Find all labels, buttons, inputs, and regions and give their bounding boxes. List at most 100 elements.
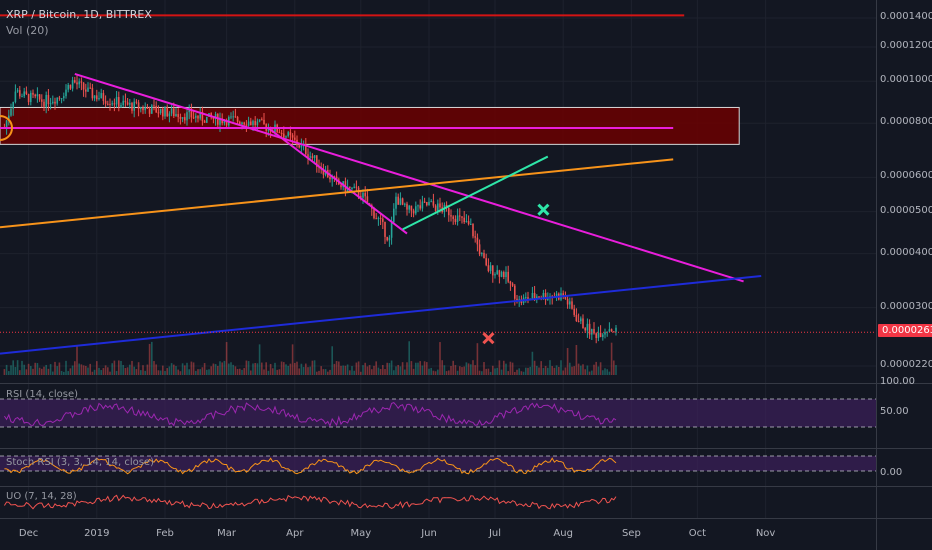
candle-body [452,216,454,219]
candle-body [456,215,459,222]
volume-bar [577,363,580,375]
volume-bar [302,366,305,375]
volume-bar [56,366,58,375]
volume-bar [155,364,157,375]
candle-body [164,106,166,117]
candle-body [157,112,160,114]
stoch-rsi-legend[interactable]: Stoch RSI (3, 3, 14, 14, close) [6,457,154,468]
volume-bar [69,368,72,375]
candle-body [104,100,107,104]
volume-bar [428,368,430,375]
candle-body [487,265,490,271]
candle-body [199,112,201,119]
volume-bar [21,360,23,375]
volume-bar [254,362,256,375]
volume-bar [333,363,336,375]
volume-bar [588,371,591,375]
volume-bar [23,364,25,375]
volume-bar [324,369,327,375]
candle-body [14,91,17,102]
volume-bar [133,366,135,375]
candle-body [300,144,303,148]
candle-body [192,117,195,119]
volume-bar [305,363,307,375]
volume-bar [203,363,206,375]
candle-body [80,81,83,83]
volume-bar [415,362,417,375]
time-tick-label: Sep [621,528,641,539]
volume-bar [146,364,149,375]
volume-bar [221,362,223,375]
volume-bar [65,360,67,375]
volume-bar [476,343,479,375]
symbol-legend[interactable]: XRP / Bitcoin, 1D, BITTREX [6,8,152,21]
candle-body [500,271,503,277]
rsi-legend[interactable]: RSI (14, close) [6,389,79,400]
volume-bar [342,365,344,375]
volume-bar [608,371,611,375]
volume-bar [615,365,617,375]
candle-body [258,119,261,122]
volume-bar [329,369,331,375]
volume-bar [492,365,494,375]
volume-bar [450,366,452,375]
volume-bar [540,361,542,375]
uo-legend[interactable]: UO (7, 14, 28) [6,491,77,502]
volume-bar [481,371,483,375]
volume-bar [63,371,65,375]
volume-bar [604,368,606,375]
volume-bar [395,366,397,375]
volume-bar [487,368,490,375]
volume-bar [520,371,523,375]
candle-body [377,218,380,220]
volume-bar [124,367,127,375]
candle-body [36,94,39,97]
candle-body [115,97,118,105]
indicator-tick-label: 50.00 [880,406,909,417]
volume-bar [74,361,76,375]
volume-bar [206,369,208,375]
volume-bar [201,367,204,375]
candle-body [177,114,179,118]
volume-bar [320,366,322,375]
volume-bar [230,362,232,375]
volume-bar [503,360,505,375]
candle-body [5,120,8,129]
candle-body [397,196,399,205]
candle-body [78,81,80,85]
candle-body [190,110,193,118]
volume-bar [267,370,270,375]
volume-bar [353,370,355,375]
candle-body [184,117,186,121]
candle-body [243,122,245,125]
volume-bar [25,369,28,375]
volume-bar [386,362,388,375]
volume-bar [597,366,600,375]
volume-bar [562,370,564,375]
volume-bar [157,370,160,375]
volume-bar [498,360,501,375]
highlight-circle [0,114,13,141]
volume-bar [261,362,263,375]
volume-legend[interactable]: Vol (20) [6,24,49,37]
candle-body [170,108,173,114]
candle-body [595,333,597,339]
volume-bar [351,366,353,375]
time-tick-label: Jul [488,528,502,539]
candle-body [333,176,336,178]
time-tick-label: Mar [217,528,237,539]
candle-body [113,103,116,105]
volume-bar [430,367,432,375]
volume-bar [331,346,333,375]
candle-body [162,108,164,117]
volume-bar [274,362,276,375]
candle-body [481,252,483,255]
candle-body [96,95,98,100]
volume-bar [52,371,54,375]
candle-body [287,132,289,137]
